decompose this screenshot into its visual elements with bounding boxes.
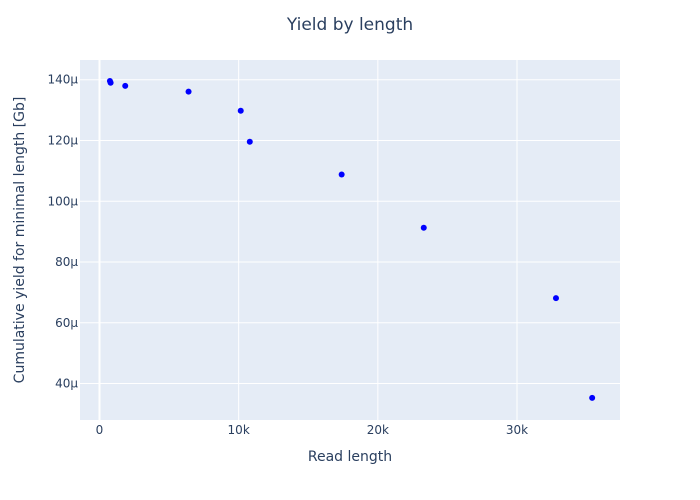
y-tick-label: 120μ	[47, 134, 78, 148]
axis-ticks: 0 10k 20k 30k 40μ 60μ 80μ 100μ 120μ 140μ	[47, 73, 528, 437]
y-tick-label: 60μ	[55, 316, 78, 330]
x-tick-label: 20k	[367, 423, 389, 437]
data-point[interactable]	[338, 171, 345, 178]
y-axis-title: Cumulative yield for minimal length [Gb]	[12, 97, 28, 384]
x-tick-label: 10k	[228, 423, 250, 437]
chart-title: Yield by length	[286, 15, 413, 35]
data-point[interactable]	[107, 79, 114, 86]
grid-lines	[80, 60, 620, 420]
plot-background	[80, 60, 620, 420]
data-point[interactable]	[122, 82, 129, 89]
x-tick-label: 0	[96, 423, 104, 437]
data-point[interactable]	[246, 138, 253, 145]
y-tick-label: 100μ	[47, 194, 78, 208]
x-tick-label: 30k	[506, 423, 528, 437]
data-point[interactable]	[237, 107, 244, 114]
y-tick-label: 80μ	[55, 255, 78, 269]
y-tick-label: 40μ	[55, 377, 78, 391]
data-point[interactable]	[420, 224, 427, 231]
data-point[interactable]	[185, 88, 192, 95]
data-points	[106, 77, 596, 401]
y-tick-label: 140μ	[47, 73, 78, 87]
data-point[interactable]	[552, 295, 559, 302]
x-axis-title: Read length	[308, 449, 392, 465]
data-point[interactable]	[589, 394, 596, 401]
